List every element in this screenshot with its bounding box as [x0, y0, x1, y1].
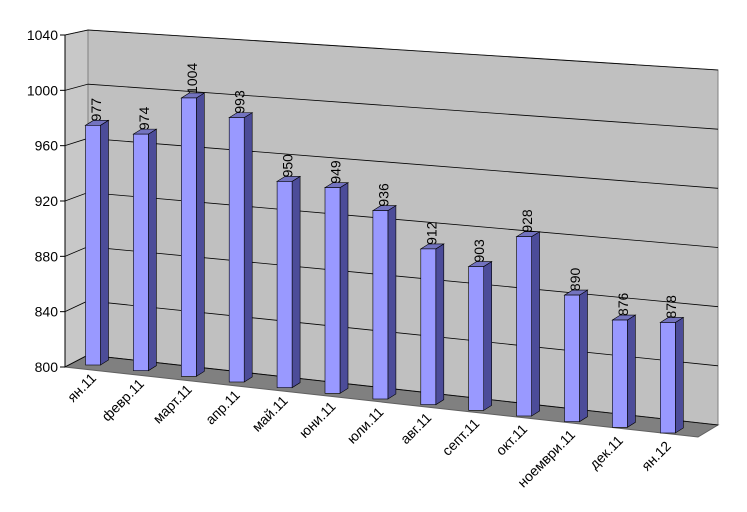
data-label: 876 [615, 292, 631, 316]
data-label: 977 [88, 98, 104, 122]
data-label: 903 [471, 239, 487, 263]
bar-side [483, 261, 493, 411]
data-label: 949 [328, 160, 344, 184]
data-label: 890 [567, 268, 583, 292]
y-tick-label: 920 [35, 193, 59, 209]
y-tick-label: 800 [35, 359, 59, 375]
x-tick-label: март.11 [150, 381, 196, 427]
bar-side [196, 92, 205, 377]
data-label: 912 [423, 221, 439, 245]
grid-line [64, 83, 719, 130]
bar-side [674, 316, 684, 434]
data-label: 993 [232, 90, 248, 114]
bar-side [243, 112, 253, 383]
bar [133, 133, 149, 371]
bar [181, 97, 197, 377]
bar-side [579, 289, 588, 423]
bar [276, 181, 293, 388]
bar-side [100, 119, 109, 366]
x-tick-label: авг.11 [397, 409, 435, 447]
bar [372, 210, 389, 400]
left-wall [64, 29, 89, 368]
x-tick-label: май.11 [249, 392, 291, 434]
x-tick-label: септ.11 [439, 415, 483, 459]
bar [612, 319, 628, 428]
y-tick-label: 880 [35, 248, 59, 264]
bar [659, 322, 676, 434]
x-tick-label: юни.11 [296, 398, 339, 441]
bar [420, 248, 437, 405]
bar-side [339, 182, 349, 394]
bar [324, 187, 341, 394]
x-tick-label: февр.11 [98, 375, 147, 424]
y-tick-label: 1040 [27, 27, 58, 43]
data-label: 974 [136, 107, 152, 131]
bar-side [148, 128, 157, 372]
data-label: 1004 [184, 63, 200, 94]
y-tick-label: 1000 [27, 82, 58, 98]
data-label: 950 [280, 154, 296, 178]
x-tick-label: апр.11 [202, 387, 243, 428]
bar [564, 294, 580, 422]
y-tick-label: 960 [35, 138, 59, 154]
grid-line [64, 29, 719, 71]
data-label: 936 [375, 183, 391, 207]
data-label: 878 [663, 295, 679, 319]
bar-side [531, 231, 540, 417]
bar-side [291, 175, 301, 389]
bar-side [435, 243, 445, 406]
x-tick-label: ян.11 [64, 370, 99, 405]
bar-side [627, 314, 636, 428]
bar [516, 236, 532, 417]
x-tick-label: окт.11 [492, 421, 530, 459]
bar [85, 125, 101, 366]
bar [468, 266, 485, 411]
x-tick-label: юли.11 [344, 404, 387, 447]
data-label: 928 [519, 209, 535, 233]
bar-side [387, 205, 397, 400]
bar [228, 117, 245, 383]
y-tick-label: 840 [35, 304, 59, 320]
x-tick-label: ян.12 [638, 438, 674, 474]
x-tick-label: дек.11 [586, 432, 626, 472]
